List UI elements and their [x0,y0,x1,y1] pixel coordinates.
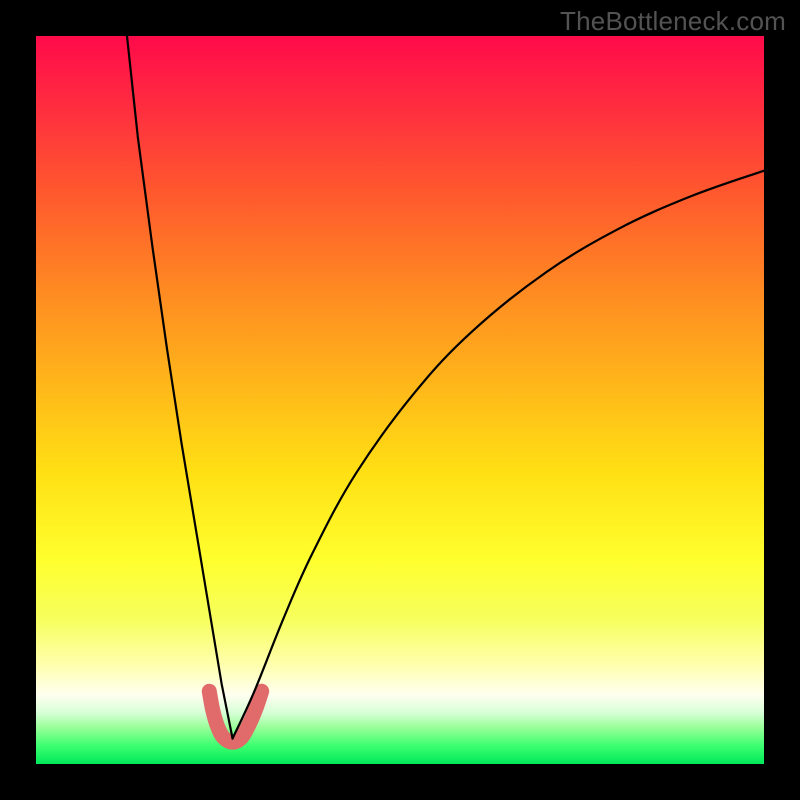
plot-background [36,36,764,764]
bottleneck-chart [0,0,800,800]
chart-frame: TheBottleneck.com [0,0,800,800]
